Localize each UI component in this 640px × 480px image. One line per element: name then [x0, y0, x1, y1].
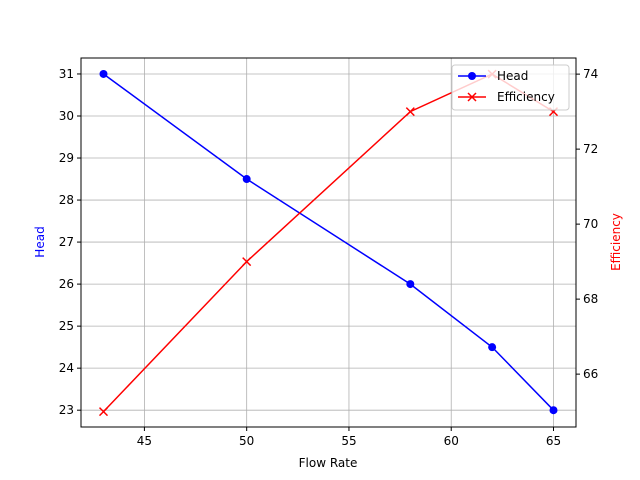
legend-efficiency-label: Efficiency: [497, 90, 555, 104]
plot-frame: [80, 57, 577, 428]
grid: [81, 58, 576, 427]
series-line-efficiency: [102, 73, 554, 413]
y-tick-label-left: 27: [59, 235, 74, 249]
series-layer: [98, 69, 559, 417]
y-tick-label-right: 74: [583, 67, 598, 81]
y-tick-label-right: 70: [583, 217, 598, 231]
ticks: 45 50 55 60 65 23 24 25 26 27 28 29 30 31 66 68 70 72 74: [59, 67, 599, 448]
data-point-head: [488, 343, 497, 352]
y-tick-label-left: 30: [59, 109, 74, 123]
y-tick-label-right: 68: [583, 292, 598, 306]
y-tick-label-left: 25: [59, 319, 74, 333]
y-axis-label-right: Efficiency: [609, 213, 623, 271]
y-tick-label-left: 26: [59, 277, 74, 291]
data-point-head: [549, 406, 558, 415]
data-point-head: [406, 280, 415, 289]
y-tick-label-left: 23: [59, 403, 74, 417]
data-point-efficiency: [405, 107, 415, 117]
x-tick-label: 55: [341, 434, 356, 448]
y-tick-label-left: 31: [59, 67, 74, 81]
y-tick-label-left: 24: [59, 361, 74, 375]
legend-head-marker: [468, 72, 476, 80]
x-tick-label: 50: [239, 434, 254, 448]
legend-efficiency-marker: [467, 92, 477, 102]
y-tick-label-right: 72: [583, 142, 598, 156]
legend: Head Efficiency: [451, 64, 570, 111]
x-tick-label: 65: [546, 434, 561, 448]
data-point-head: [242, 175, 251, 184]
y-axis-label-left: Head: [33, 226, 47, 257]
data-point-head: [99, 69, 108, 78]
y-tick-label-right: 66: [583, 367, 598, 381]
data-point-efficiency: [242, 257, 252, 267]
x-axis-label: Flow Rate: [299, 456, 358, 470]
y-tick-label-left: 28: [59, 193, 74, 207]
data-point-efficiency: [98, 407, 109, 417]
y-tick-label-left: 29: [59, 151, 74, 165]
x-tick-label: 45: [137, 434, 152, 448]
legend-head-label: Head: [497, 69, 528, 83]
x-tick-label: 60: [444, 434, 459, 448]
